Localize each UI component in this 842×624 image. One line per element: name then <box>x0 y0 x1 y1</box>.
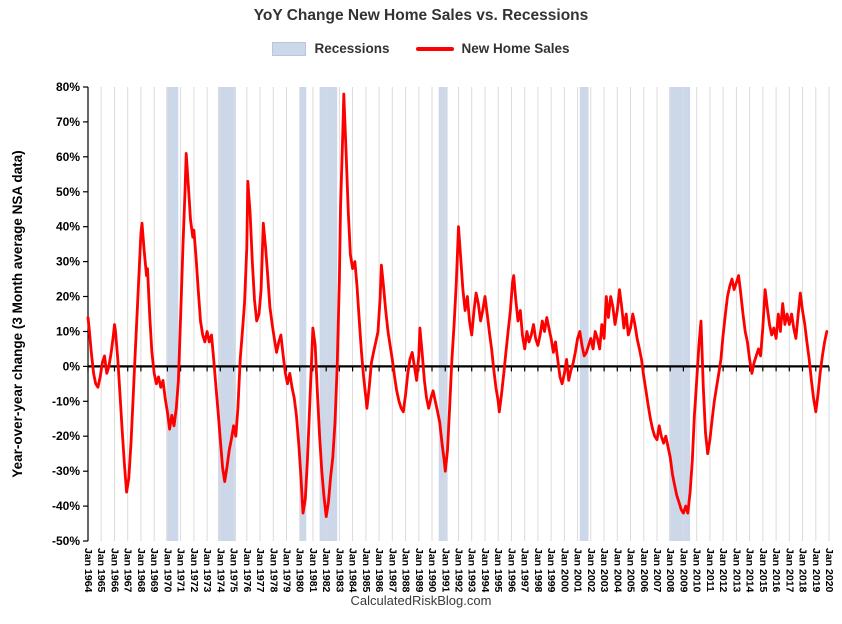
svg-text:Jan 1975: Jan 1975 <box>228 548 240 593</box>
svg-text:Jan 2008: Jan 2008 <box>664 548 676 593</box>
svg-text:Jan 2004: Jan 2004 <box>611 548 623 593</box>
svg-text:60%: 60% <box>56 150 80 164</box>
svg-text:-10%: -10% <box>52 394 80 408</box>
svg-text:Jan 1990: Jan 1990 <box>426 548 438 593</box>
svg-text:10%: 10% <box>56 325 80 339</box>
svg-text:Jan 2010: Jan 2010 <box>691 548 703 593</box>
svg-text:-30%: -30% <box>52 464 80 478</box>
svg-text:Jan 2011: Jan 2011 <box>704 548 716 592</box>
svg-text:-40%: -40% <box>52 499 80 513</box>
svg-text:Jan 1992: Jan 1992 <box>453 548 465 593</box>
svg-text:Jan 1989: Jan 1989 <box>413 548 425 593</box>
svg-text:20%: 20% <box>56 290 80 304</box>
svg-text:Jan 2020: Jan 2020 <box>823 548 835 593</box>
svg-text:Jan 2015: Jan 2015 <box>757 548 769 593</box>
y-axis-title: Year-over-year change (3 Month average N… <box>10 150 25 477</box>
svg-text:Jan 1983: Jan 1983 <box>333 548 345 593</box>
svg-text:Jan 2009: Jan 2009 <box>677 548 689 593</box>
svg-text:50%: 50% <box>56 185 80 199</box>
legend-label-new-home-sales: New Home Sales <box>461 41 570 56</box>
svg-text:Jan 1997: Jan 1997 <box>519 548 531 593</box>
svg-text:Jan 1980: Jan 1980 <box>294 548 306 593</box>
svg-text:70%: 70% <box>56 115 80 129</box>
svg-text:-50%: -50% <box>52 534 80 548</box>
svg-text:Jan 2000: Jan 2000 <box>558 548 570 593</box>
svg-text:Jan 2007: Jan 2007 <box>651 548 663 593</box>
svg-text:Jan 1971: Jan 1971 <box>175 548 187 593</box>
legend-item-recessions: Recessions <box>272 41 390 56</box>
svg-text:Jan 1988: Jan 1988 <box>400 548 412 593</box>
svg-text:Jan 2006: Jan 2006 <box>638 548 650 593</box>
recession-band-swatch <box>272 41 307 56</box>
svg-text:Jan 2003: Jan 2003 <box>598 548 610 593</box>
legend-item-new-home-sales: New Home Sales <box>415 41 570 56</box>
series-line-swatch <box>415 46 454 51</box>
svg-text:Jan 1978: Jan 1978 <box>267 548 279 593</box>
svg-text:Jan 1995: Jan 1995 <box>492 548 504 593</box>
svg-text:Jan 2018: Jan 2018 <box>797 548 809 593</box>
svg-text:Jan 2002: Jan 2002 <box>585 548 597 593</box>
svg-text:Jan 1967: Jan 1967 <box>122 548 134 593</box>
svg-text:Jan 1994: Jan 1994 <box>479 548 491 593</box>
chart-title: YoY Change New Home Sales vs. Recessions <box>253 7 589 24</box>
svg-text:Jan 2001: Jan 2001 <box>572 548 584 593</box>
svg-text:Jan 1970: Jan 1970 <box>161 548 173 593</box>
svg-text:Jan 1969: Jan 1969 <box>148 548 160 593</box>
svg-text:Jan 1979: Jan 1979 <box>281 548 293 593</box>
legend: Recessions New Home Sales <box>0 41 842 56</box>
svg-text:Jan 2019: Jan 2019 <box>810 548 822 593</box>
svg-text:Jan 2012: Jan 2012 <box>717 548 729 593</box>
svg-text:Jan 1982: Jan 1982 <box>320 548 332 593</box>
svg-text:Jan 1968: Jan 1968 <box>135 548 147 593</box>
svg-text:30%: 30% <box>56 255 80 269</box>
svg-text:Jan 2013: Jan 2013 <box>730 548 742 593</box>
svg-text:Jan 1966: Jan 1966 <box>109 548 121 593</box>
svg-text:Jan 2005: Jan 2005 <box>625 548 637 593</box>
svg-text:80%: 80% <box>56 80 80 94</box>
svg-text:-20%: -20% <box>52 429 80 443</box>
svg-text:Jan 1993: Jan 1993 <box>466 548 478 593</box>
legend-label-recessions: Recessions <box>314 41 390 56</box>
svg-text:Jan 1974: Jan 1974 <box>214 548 226 593</box>
svg-text:Jan 1981: Jan 1981 <box>307 548 319 593</box>
svg-text:Jan 1964: Jan 1964 <box>82 548 94 593</box>
svg-text:Jan 1977: Jan 1977 <box>254 548 266 593</box>
svg-text:Jan 1972: Jan 1972 <box>188 548 200 593</box>
svg-text:Jan 1976: Jan 1976 <box>241 548 253 593</box>
svg-text:Jan 1965: Jan 1965 <box>95 548 107 593</box>
svg-text:Jan 1998: Jan 1998 <box>532 548 544 593</box>
svg-text:Jan 1973: Jan 1973 <box>201 548 213 593</box>
svg-text:Jan 1987: Jan 1987 <box>386 548 398 593</box>
footer-attribution: CalculatedRiskBlog.com <box>350 593 492 608</box>
svg-text:Jan 1991: Jan 1991 <box>439 548 451 593</box>
svg-text:Jan 1999: Jan 1999 <box>545 548 557 593</box>
svg-text:0%: 0% <box>63 359 81 373</box>
svg-text:40%: 40% <box>56 220 80 234</box>
svg-text:Jan 1985: Jan 1985 <box>360 548 372 593</box>
svg-text:Jan 2014: Jan 2014 <box>744 548 756 593</box>
svg-text:Jan 1986: Jan 1986 <box>373 548 385 593</box>
svg-text:Jan 1996: Jan 1996 <box>505 548 517 593</box>
svg-text:Jan 2016: Jan 2016 <box>770 548 782 593</box>
svg-text:Jan 2017: Jan 2017 <box>783 548 795 593</box>
svg-text:Jan 1984: Jan 1984 <box>347 548 359 593</box>
